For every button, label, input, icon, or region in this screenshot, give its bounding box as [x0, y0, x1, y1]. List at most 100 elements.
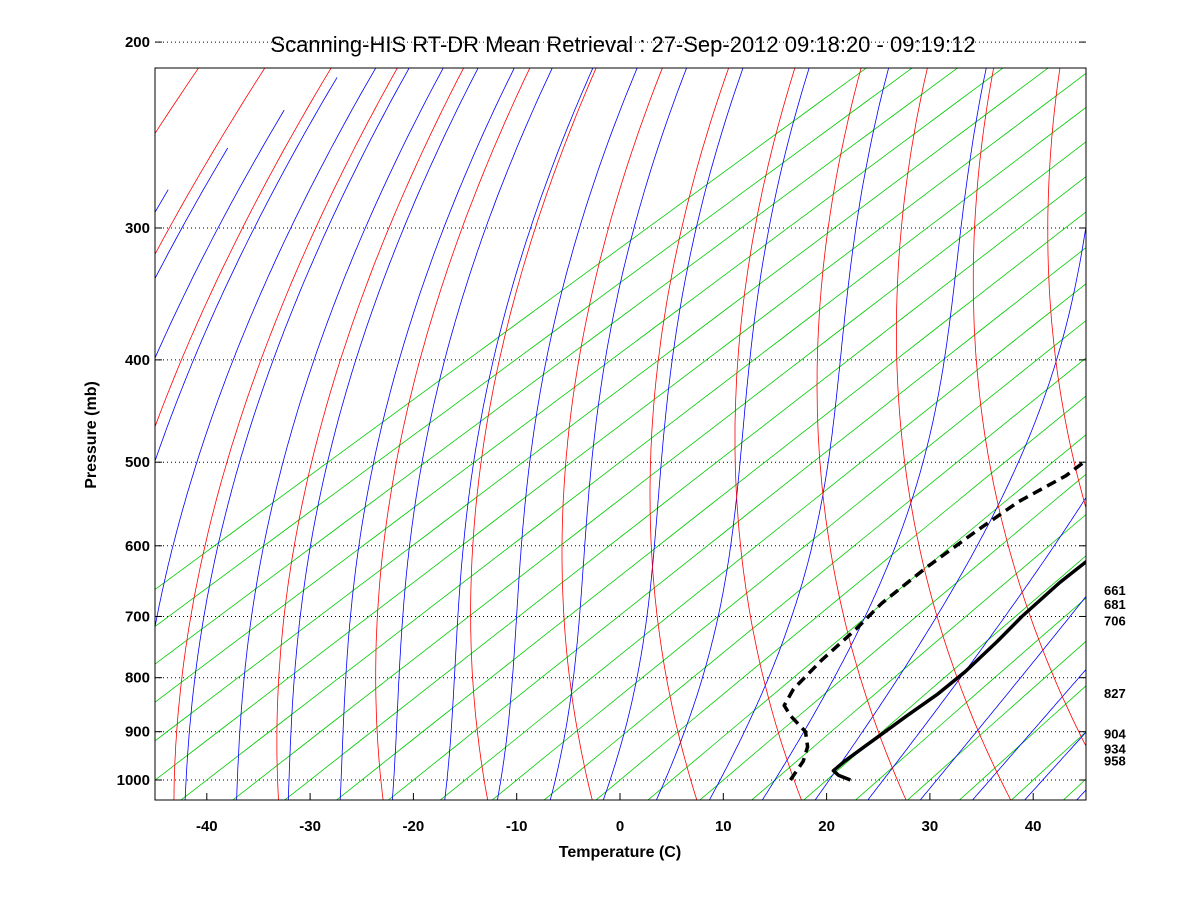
- moist-adiabat-line: [1024, 731, 1086, 800]
- y-axis-ticks: 5060708090100200300400500600700800900100…: [117, 34, 1086, 789]
- moist-adiabat-line: [708, 68, 890, 800]
- pressure-gridlines: [155, 41, 1086, 781]
- moist-adiabat-line: [602, 68, 744, 800]
- mixing-ratio-line: [155, 68, 1049, 742]
- moist-adiabat-line: [236, 68, 444, 800]
- dry-adiabat-line: [1190, 0, 1200, 815]
- moist-adiabat-line: [655, 68, 810, 800]
- dry-adiabat-line: [155, 68, 200, 135]
- dry-adiabat-line: [155, 68, 332, 428]
- temperature-profile: [831, 559, 1086, 782]
- mixing-ratio-line: [155, 68, 1004, 703]
- moist-adiabat-line: [155, 68, 377, 629]
- dry-adiabat-line: [173, 68, 398, 800]
- x-tick-label-0: 0: [616, 818, 624, 835]
- mixing-ratio-line: [543, 357, 1086, 800]
- moist-adiabat-line: [496, 68, 638, 800]
- y-tick-label-700: 700: [125, 608, 150, 625]
- dry-adiabat-line: [1120, 0, 1200, 815]
- moist-adiabat-line: [971, 668, 1086, 800]
- mixing-ratio-line: [155, 68, 913, 628]
- dry-adiabat-line: [649, 68, 730, 800]
- moist-adiabat-line: [0, 263, 53, 815]
- thermo-background-lines: [0, 0, 1200, 815]
- dry-adiabat-line: [155, 68, 266, 256]
- mixing-ratio-line: [1010, 731, 1086, 800]
- dry-adiabat-line: [470, 68, 597, 800]
- y-axis-label: Pressure (mb): [83, 381, 100, 489]
- mixing-ratio-line: [699, 473, 1086, 800]
- right-label-681: 681: [1104, 597, 1126, 612]
- x-tick-label--30: -30: [299, 818, 321, 835]
- right-label-904: 904: [1104, 727, 1126, 742]
- moist-adiabat-line: [761, 68, 987, 800]
- moist-adiabat-line: [549, 68, 688, 800]
- y-tick-label-1000: 1000: [117, 772, 150, 789]
- moist-adiabat-line: [287, 68, 479, 800]
- mixing-ratio-line: [284, 176, 1086, 800]
- moist-adiabat-line: [155, 77, 338, 463]
- x-tick-label-10: 10: [715, 818, 732, 835]
- moist-adiabat-line: [391, 68, 553, 800]
- mixing-ratio-line: [155, 72, 1086, 781]
- y-tick-label-500: 500: [125, 454, 150, 471]
- mixing-ratio-line: [232, 141, 1086, 800]
- dry-adiabat-line: [276, 68, 465, 800]
- x-tick-label-30: 30: [922, 818, 939, 835]
- y-tick-label-900: 900: [125, 724, 150, 741]
- mixing-ratio-line: [595, 395, 1086, 800]
- y-tick-label-400: 400: [125, 352, 150, 369]
- plot-frame: [154, 67, 1087, 801]
- mixing-ratio-line: [854, 597, 1086, 800]
- moist-adiabat-line: [814, 223, 1086, 800]
- mixing-ratio-line: [803, 555, 1086, 800]
- moist-adiabat-line: [155, 189, 169, 214]
- sounding-profiles: [782, 458, 1086, 782]
- moist-adiabat-line: [184, 68, 410, 800]
- mixing-ratio-line: [491, 320, 1086, 800]
- right-label-934: 934: [1104, 742, 1126, 757]
- moist-adiabat-line: [0, 228, 110, 815]
- moist-adiabat-line: [444, 68, 594, 800]
- y-tick-label-800: 800: [125, 670, 150, 687]
- mixing-ratio-line: [180, 106, 1086, 800]
- mixing-ratio-line: [155, 68, 959, 665]
- right-label-958: 958: [1104, 753, 1126, 768]
- dry-adiabat-line: [375, 68, 531, 800]
- x-axis-label: Temperature (C): [559, 844, 681, 861]
- y-tick-label-600: 600: [125, 538, 150, 555]
- dry-adiabat-line: [561, 68, 663, 800]
- moist-adiabat-line: [155, 109, 285, 360]
- dewpoint-profile: [782, 458, 1086, 781]
- moist-adiabat-lines: [0, 68, 1086, 815]
- mixing-ratio-line: [439, 283, 1086, 800]
- x-tick-label--20: -20: [403, 818, 425, 835]
- mixing-ratio-line: [335, 211, 1086, 800]
- mixing-ratio-line: [155, 68, 868, 590]
- dry-adiabat-line: [734, 68, 802, 800]
- dry-adiabat-lines: [155, 0, 1200, 815]
- dry-adiabat-line: [896, 68, 1012, 800]
- dry-adiabat-line: [816, 68, 907, 800]
- chart-title: Scanning-HIS RT-DR Mean Retrieval : 27-S…: [270, 32, 975, 57]
- y-tick-label-200: 200: [125, 34, 150, 51]
- dry-adiabat-line: [972, 68, 1086, 748]
- moist-adiabat-line: [155, 147, 229, 280]
- moist-adiabat-line: [867, 496, 1086, 800]
- x-tick-label-20: 20: [818, 818, 835, 835]
- moist-adiabat-line: [919, 595, 1086, 800]
- right-label-706: 706: [1104, 613, 1126, 628]
- x-axis-ticks: -40 -30 -20 -10 0 10 20 30 40: [196, 793, 1042, 835]
- mixing-ratio-line: [387, 247, 1086, 800]
- mixing-ratio-line: [751, 514, 1086, 800]
- mixing-ratio-line: [1151, 0, 1200, 815]
- x-tick-label--10: -10: [506, 818, 528, 835]
- right-label-661: 661: [1104, 583, 1126, 598]
- x-tick-label-40: 40: [1025, 818, 1042, 835]
- y-tick-label-300: 300: [125, 220, 150, 237]
- right-label-827: 827: [1104, 686, 1126, 701]
- moist-adiabat-line: [1076, 789, 1086, 800]
- moist-adiabat-line: [339, 68, 515, 800]
